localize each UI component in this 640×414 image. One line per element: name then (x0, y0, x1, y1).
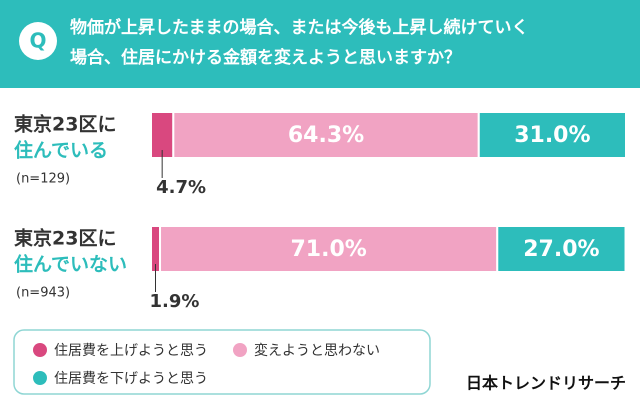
legend-swatch (33, 371, 47, 385)
legend-swatch (233, 343, 247, 357)
value-label: 71.0% (290, 237, 366, 262)
value-label: 31.0% (514, 123, 590, 148)
value-label: 1.9% (150, 291, 200, 312)
badge-circle (19, 22, 57, 60)
bar-segment (172, 111, 480, 159)
value-label: 64.3% (288, 123, 364, 148)
legend-label: 変えようと思わない (254, 342, 380, 359)
category-label: 住んでいる (14, 139, 108, 162)
question-line: 場合、住居にかける金額を変えようと思いますか？ (70, 47, 461, 68)
value-label: 4.7% (156, 177, 206, 198)
legend-label: 住居費を上げようと思う (54, 343, 208, 359)
sample-size: (n=129) (16, 172, 70, 187)
category-label: 東京23区に (14, 227, 116, 250)
legend-swatch (33, 343, 47, 357)
question-line: 物価が上昇したままの場合、または今後も上昇し続けていく (70, 17, 529, 38)
sample-size: (n=943) (16, 286, 70, 301)
bar-segment (477, 111, 627, 159)
header-band (0, 0, 640, 88)
legend-label: 住居費を下げようと思う (54, 371, 208, 387)
badge: Q (29, 29, 46, 53)
bar-segment (496, 225, 627, 273)
category-label: 住んでいない (14, 253, 127, 276)
bar-segment (159, 225, 499, 273)
category-label: 東京23区に (14, 113, 116, 136)
source: 日本トレンドリサーチ (466, 374, 626, 393)
legend-box (13, 329, 431, 395)
value-label: 27.0% (523, 237, 599, 262)
